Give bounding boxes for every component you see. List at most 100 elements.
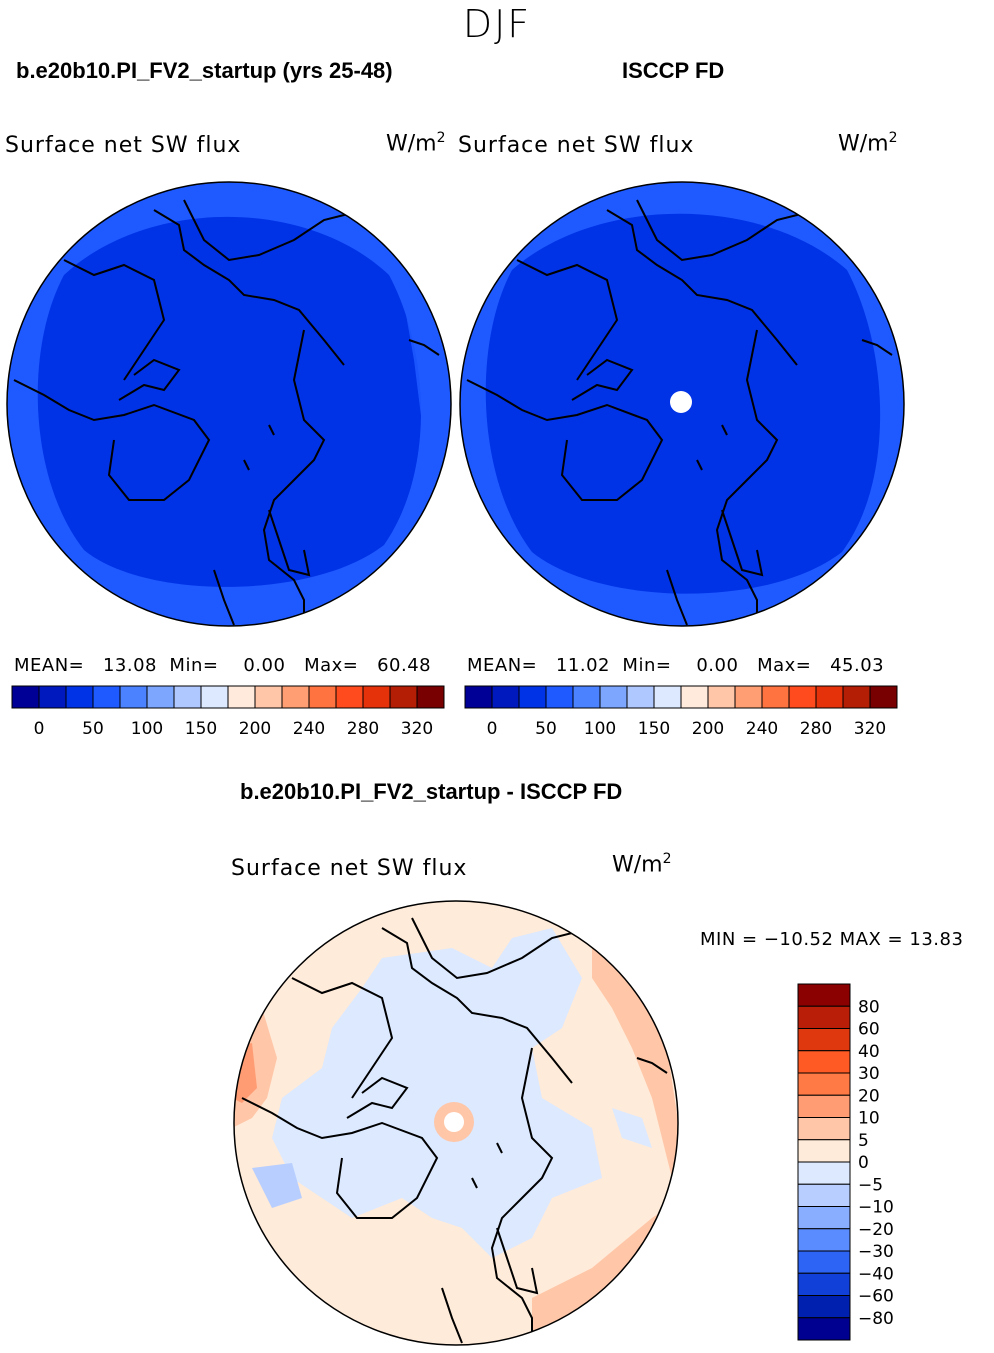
diff-map-pole-hole bbox=[444, 1112, 464, 1132]
right-colorbar-tick-label: 240 bbox=[746, 719, 778, 739]
diff-colorbar-box-9 bbox=[797, 1183, 851, 1207]
left-colorbar-box-8 bbox=[227, 685, 256, 709]
left-max-value: 60.48 bbox=[377, 655, 432, 676]
right-colorbar-box-11 bbox=[761, 685, 790, 709]
right-min-label: Min= bbox=[622, 655, 672, 676]
diff-colorbar-box-11 bbox=[797, 1228, 851, 1252]
right-min-value: 0.00 bbox=[696, 655, 739, 676]
right-map-pole-hole bbox=[670, 391, 692, 413]
left-colorbar-box-11 bbox=[308, 685, 337, 709]
right-max-label: Max= bbox=[757, 655, 812, 676]
diff-colorbar-tick-label: −30 bbox=[858, 1242, 894, 1262]
left-colorbar-box-15 bbox=[416, 685, 445, 709]
diff-map-negative-strong bbox=[252, 1163, 302, 1208]
diff-colorbar-tick-label: 10 bbox=[858, 1109, 880, 1129]
diff-variable-label: Surface net SW flux bbox=[231, 856, 468, 881]
diff-colorbar-box-5 bbox=[797, 1094, 851, 1118]
right-panel-title: ISCCP FD bbox=[622, 58, 725, 83]
right-units-label: W/m2 bbox=[838, 130, 898, 157]
diff-colorbar-box-15 bbox=[797, 1317, 851, 1341]
diff-colorbar-tick-label: −10 bbox=[858, 1198, 894, 1218]
diff-colorbar-box-2 bbox=[797, 1028, 851, 1052]
season-title: DJF bbox=[462, 2, 532, 46]
diff-colorbar-box-4 bbox=[797, 1072, 851, 1096]
right-colorbar-box-7 bbox=[653, 685, 682, 709]
left-colorbar-box-6 bbox=[173, 685, 202, 709]
left-panel-title: b.e20b10.PI_FV2_startup (yrs 25-48) bbox=[16, 58, 393, 83]
diff-map-negative-patch bbox=[612, 1108, 652, 1148]
diff-colorbar-tick-label: 0 bbox=[858, 1153, 869, 1173]
diff-colorbar-tick-label: 30 bbox=[858, 1064, 880, 1084]
left-colorbar-box-0 bbox=[11, 685, 40, 709]
diff-colorbar-tick-label: −40 bbox=[858, 1264, 894, 1284]
left-colorbar-tick-label: 240 bbox=[293, 719, 325, 739]
diff-colorbar-box-10 bbox=[797, 1206, 851, 1230]
left-stats: MEAN= 13.08 Min= 0.00 Max= 60.48 bbox=[14, 655, 431, 676]
left-colorbar-box-12 bbox=[335, 685, 364, 709]
left-colorbar-tick-label: 100 bbox=[131, 719, 163, 739]
right-colorbar-box-9 bbox=[707, 685, 736, 709]
right-colorbar-box-1 bbox=[491, 685, 520, 709]
right-stats: MEAN= 11.02 Min= 0.00 Max= 45.03 bbox=[467, 655, 884, 676]
right-coastlines bbox=[466, 199, 893, 626]
left-colorbar-tick-label: 50 bbox=[82, 719, 104, 739]
left-colorbar-box-14 bbox=[389, 685, 418, 709]
right-mean-label: MEAN= bbox=[467, 655, 538, 676]
diff-panel-title: b.e20b10.PI_FV2_startup - ISCCP FD bbox=[240, 779, 623, 804]
right-colorbar-box-12 bbox=[788, 685, 817, 709]
left-max-label: Max= bbox=[304, 655, 359, 676]
right-colorbar-tick-label: 320 bbox=[854, 719, 886, 739]
left-colorbar-box-3 bbox=[92, 685, 121, 709]
diff-units-label: W/m2 bbox=[612, 851, 672, 878]
right-colorbar-box-13 bbox=[815, 685, 844, 709]
diff-colorbar-tick-label: −5 bbox=[858, 1175, 883, 1195]
right-colorbar-box-4 bbox=[572, 685, 601, 709]
left-colorbar-box-10 bbox=[281, 685, 310, 709]
right-mean-value: 11.02 bbox=[555, 655, 610, 676]
right-max-value: 45.03 bbox=[830, 655, 885, 676]
diff-colorbar-tick-label: −20 bbox=[858, 1220, 894, 1240]
left-colorbar-tick-label: 320 bbox=[401, 719, 433, 739]
right-colorbar-tick-label: 200 bbox=[692, 719, 724, 739]
diff-colorbar-box-0 bbox=[797, 983, 851, 1007]
right-colorbar-box-0 bbox=[464, 685, 493, 709]
diff-colorbar-tick-label: 20 bbox=[858, 1086, 880, 1106]
right-colorbar-tick-label: 280 bbox=[800, 719, 832, 739]
right-colorbar-tick-label: 0 bbox=[487, 719, 498, 739]
diff-colorbar-box-3 bbox=[797, 1050, 851, 1074]
left-min-value: 0.00 bbox=[243, 655, 286, 676]
diff-polar-map bbox=[233, 900, 679, 1346]
diff-colorbar-box-7 bbox=[797, 1139, 851, 1163]
left-coastlines bbox=[13, 199, 440, 626]
diff-coastlines bbox=[241, 917, 668, 1344]
left-mean-value: 13.08 bbox=[102, 655, 157, 676]
diff-colorbar-box-14 bbox=[797, 1295, 851, 1319]
diff-colorbar-box-1 bbox=[797, 1005, 851, 1029]
right-colorbar-box-5 bbox=[599, 685, 628, 709]
right-colorbar-box-3 bbox=[545, 685, 574, 709]
left-colorbar-box-13 bbox=[362, 685, 391, 709]
diff-map-negative-region bbox=[272, 928, 602, 1258]
left-colorbar-tick-label: 150 bbox=[185, 719, 217, 739]
diff-colorbar-box-8 bbox=[797, 1161, 851, 1185]
diff-minmax: MIN = −10.52 MAX = 13.83 bbox=[700, 929, 964, 950]
diff-colorbar-tick-label: −60 bbox=[858, 1287, 894, 1307]
left-colorbar-tick-label: 200 bbox=[239, 719, 271, 739]
left-polar-map bbox=[6, 181, 452, 627]
right-colorbar-tick-label: 150 bbox=[638, 719, 670, 739]
left-map-inner-region bbox=[37, 216, 422, 587]
left-colorbar-box-5 bbox=[146, 685, 175, 709]
right-colorbar-tick-label: 100 bbox=[584, 719, 616, 739]
diff-colorbar-box-12 bbox=[797, 1250, 851, 1274]
right-colorbar-box-14 bbox=[842, 685, 871, 709]
left-colorbar-tick-label: 280 bbox=[347, 719, 379, 739]
right-colorbar-box-10 bbox=[734, 685, 763, 709]
right-colorbar-tick-label: 50 bbox=[535, 719, 557, 739]
left-mean-label: MEAN= bbox=[14, 655, 85, 676]
right-colorbar-box-2 bbox=[518, 685, 547, 709]
right-colorbar-box-6 bbox=[626, 685, 655, 709]
left-variable-label: Surface net SW flux bbox=[5, 133, 242, 158]
diff-colorbar-box-13 bbox=[797, 1272, 851, 1296]
right-map-border bbox=[459, 181, 905, 627]
